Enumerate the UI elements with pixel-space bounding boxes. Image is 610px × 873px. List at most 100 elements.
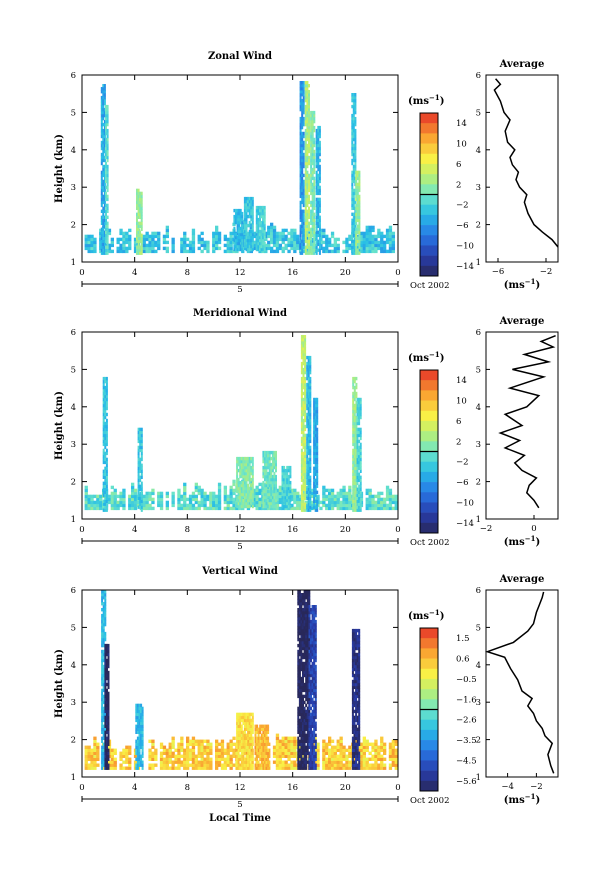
heatmap-cell: [359, 463, 362, 467]
heatmap-cell: [102, 84, 105, 88]
heatmap-cell: [371, 754, 375, 758]
heatmap-cell: [307, 367, 310, 372]
heatmap-cell: [374, 237, 378, 242]
heatmap-cell: [300, 367, 303, 372]
heatmap-cell: [284, 228, 288, 233]
heatmap-cell: [102, 182, 105, 187]
heatmap-cell: [258, 482, 262, 487]
heatmap-cell: [353, 499, 356, 503]
heatmap-cell: [300, 475, 303, 479]
heatmap-cell: [336, 237, 340, 242]
heatmap-cell: [151, 742, 155, 746]
heatmap-cell: [263, 229, 266, 234]
heatmap-cell: [325, 494, 329, 499]
heatmap-cell: [345, 760, 349, 764]
heatmap-cell: [358, 433, 361, 438]
heatmap-cell: [183, 751, 187, 755]
heatmap-cell: [309, 457, 312, 462]
heatmap-cell: [368, 246, 372, 251]
heatmap-cell: [300, 502, 303, 506]
heatmap-cell: [255, 235, 258, 240]
heatmap-cell: [359, 490, 362, 494]
heatmap-cell: [352, 230, 355, 234]
heatmap-cell: [302, 152, 305, 157]
heatmap-cell: [342, 766, 346, 770]
heatmap-cell: [306, 221, 309, 225]
heatmap-cell: [106, 203, 109, 208]
heatmap-cell: [206, 742, 210, 746]
heatmap-cell: [272, 231, 277, 236]
heatmap-cell: [105, 161, 107, 166]
heatmap-cell: [377, 494, 381, 499]
heatmap-cell: [306, 355, 309, 360]
heatmap-cell: [318, 248, 321, 252]
heatmap-cell: [239, 504, 242, 509]
heatmap-cell: [290, 766, 294, 770]
colorbar-tick-label: 14: [456, 376, 467, 386]
heatmap-cell: [270, 462, 273, 467]
heatmap-cell: [394, 506, 398, 511]
heatmap-cell: [262, 229, 265, 234]
heatmap-cell: [311, 155, 314, 160]
heatmap-cell: [106, 709, 108, 714]
heatmap-cell: [209, 745, 213, 749]
heatmap-cell: [102, 433, 105, 438]
heatmap-cell: [104, 412, 107, 417]
heatmap-cell: [394, 766, 398, 770]
heatmap-cell: [243, 244, 246, 249]
heatmap-cell: [307, 433, 310, 438]
heatmap-cell: [299, 218, 302, 222]
heatmap-cell: [342, 497, 346, 502]
heatmap-cell: [272, 240, 277, 245]
heatmap-cell: [139, 460, 142, 465]
heatmap-cell: [299, 494, 303, 499]
heatmap-cell: [275, 240, 280, 245]
heatmap-cell: [84, 246, 88, 251]
heatmap-cell: [180, 497, 184, 502]
heatmap-cell: [259, 232, 261, 237]
heatmap-cell: [137, 451, 140, 456]
heatmap-cell: [307, 355, 310, 360]
heatmap-cell: [104, 712, 107, 717]
heatmap-cell: [140, 248, 143, 252]
heatmap-cell: [267, 477, 270, 482]
heatmap-cell: [105, 463, 108, 467]
heatmap-cell: [268, 468, 271, 473]
heatmap-cell: [102, 197, 105, 202]
heatmap-cell: [304, 367, 307, 372]
heatmap-cell: [365, 742, 369, 746]
heatmap-cell: [102, 643, 105, 648]
heatmap-cell: [313, 400, 316, 405]
heatmap-cell: [215, 757, 219, 761]
heatmap-cell: [309, 460, 312, 465]
heatmap-cell: [299, 101, 302, 106]
heatmap-cell: [290, 228, 294, 233]
heatmap-cell: [304, 113, 307, 118]
heatmap-cell: [355, 439, 358, 444]
colorbar-segment: [420, 184, 438, 195]
heatmap-cell: [304, 107, 307, 112]
heatmap-cell: [105, 397, 108, 402]
heatmap-cell: [345, 243, 349, 248]
heatmap-cell: [354, 149, 357, 154]
heatmap-cell: [352, 436, 355, 441]
heatmap-cell: [306, 170, 309, 175]
heatmap-cell: [345, 240, 349, 245]
heatmap-cell: [304, 466, 307, 470]
heatmap-cell: [229, 237, 233, 242]
heatmap-cell: [133, 240, 138, 245]
heatmap-cell: [284, 243, 288, 248]
heatmap-cell: [267, 246, 271, 251]
heatmap-cell: [165, 763, 169, 767]
heatmap-cell: [250, 495, 253, 500]
heatmap-cell: [314, 409, 317, 414]
heatmap-cell: [308, 90, 310, 94]
heatmap-cell: [315, 134, 318, 139]
profile-title: Average: [499, 316, 545, 327]
heatmap-cell: [385, 506, 390, 511]
heatmap-cell: [252, 488, 256, 493]
heatmap-cell: [105, 388, 108, 393]
heatmap-cell: [306, 412, 309, 417]
heatmap-cell: [304, 224, 307, 228]
heatmap-cell: [105, 430, 108, 435]
